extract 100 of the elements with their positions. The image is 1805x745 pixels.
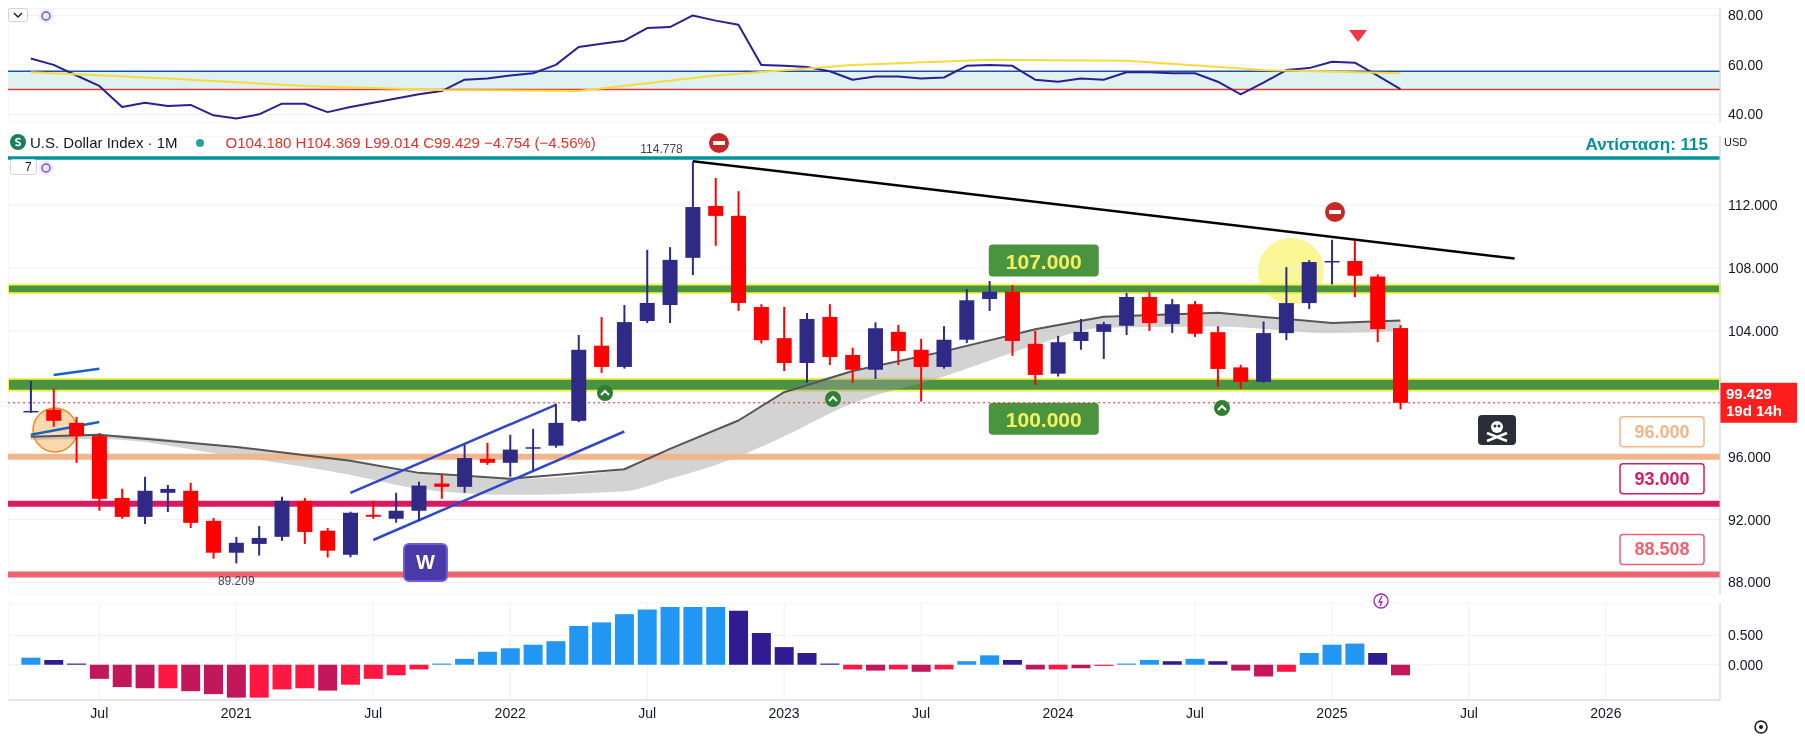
bar [500,648,520,665]
bar [1254,664,1274,677]
candlestick [639,248,655,325]
candlestick [845,346,861,384]
bar [980,655,1000,665]
candlestick [479,441,495,466]
ref-line-label: 88.508 [1634,539,1690,560]
bar [89,664,109,679]
candlestick [160,483,176,513]
x-tick-label: Jul [90,704,109,721]
bar [911,664,931,672]
bar [957,661,977,665]
bar [1345,643,1365,665]
x-tick-label: 2023 [768,704,800,721]
bar [751,632,771,665]
candlestick [434,473,450,500]
bar [1368,652,1388,665]
candlestick [320,527,336,559]
candlestick [708,176,724,247]
y-tick-label: 80.00 [1728,7,1764,24]
candlestick [114,487,130,520]
band-label: 107.000 [1005,249,1082,273]
bar [249,664,269,698]
chart-subtitle: O104.180 H104.369 L99.014 C99.429 −4.754 (−4.56%) [225,134,596,151]
chart-title: U.S. Dollar Index · 1M [30,134,178,151]
bar [158,664,178,689]
annotation: 89.209 [217,574,255,589]
bar [44,660,64,665]
bar [1391,664,1411,676]
candlestick [388,491,404,524]
y-tick-label: 60.00 [1728,56,1764,73]
line-series [29,58,1402,93]
bar [1162,661,1182,665]
bar [363,664,383,679]
bar [477,651,497,665]
bar [706,607,726,665]
bar [1208,661,1228,665]
annotation: 7 [10,159,37,175]
y-tick-label: 88.000 [1728,574,1772,591]
candlestick [890,323,906,367]
candlestick [228,535,244,565]
band-label: 100.000 [1005,407,1082,431]
bar [683,607,703,665]
candlestick [502,433,518,478]
bar [204,664,224,695]
bar [569,625,589,665]
bar [226,664,246,698]
bar [21,657,41,665]
candlestick [548,402,564,449]
ref-line-label: 93.000 [1634,468,1690,489]
candlestick [525,427,541,472]
y-tick-label: 112.000 [1728,197,1778,214]
x-tick-label: Jul [1459,704,1478,721]
bar [1276,664,1296,672]
x-tick-label: Jul [1186,704,1204,721]
bar [774,647,794,665]
x-tick-label: Jul [912,704,931,721]
bar [1231,664,1251,671]
bar [1185,658,1205,665]
x-tick-label: Jul [638,704,657,721]
annotation: W [403,543,448,582]
candlestick [46,387,62,428]
candlestick [594,316,610,374]
candlestick [982,280,998,312]
bar [135,664,155,689]
candlestick [1347,239,1363,299]
bar [318,664,338,691]
x-tick-label: 2021 [220,704,253,721]
bar [797,652,817,665]
x-tick-label: Jul [364,704,383,721]
ref-line-label: Αντίσταση: 115 [1585,135,1708,155]
bar [523,644,543,665]
bar [1299,652,1319,665]
y-tick-label: 0.000 [1728,656,1764,673]
bar [614,614,634,665]
bar [637,609,657,665]
candlestick [913,337,929,403]
candlestick [69,415,85,464]
bar [295,664,315,689]
y-tick-label: 96.000 [1728,448,1772,465]
bar [729,610,749,665]
bar [340,664,360,685]
line-series [29,14,1402,120]
annotation: 114.778 [640,142,684,157]
candlestick [365,499,381,520]
y-tick-label: 104.000 [1728,322,1779,339]
bar [112,664,132,688]
y-tick-label: 40.00 [1728,106,1764,123]
candlestick [251,524,267,557]
x-tick-label: 2022 [494,704,526,721]
y-tick-label: 108.000 [1728,260,1779,277]
bar [386,664,406,676]
bar [1139,660,1159,665]
x-tick-label: 2024 [1042,704,1074,721]
bar [592,622,612,665]
text: USD [1724,136,1748,148]
bar [455,658,475,665]
y-tick-label: 92.000 [1728,511,1772,528]
candlestick [1073,317,1089,351]
candlestick [1233,363,1249,390]
